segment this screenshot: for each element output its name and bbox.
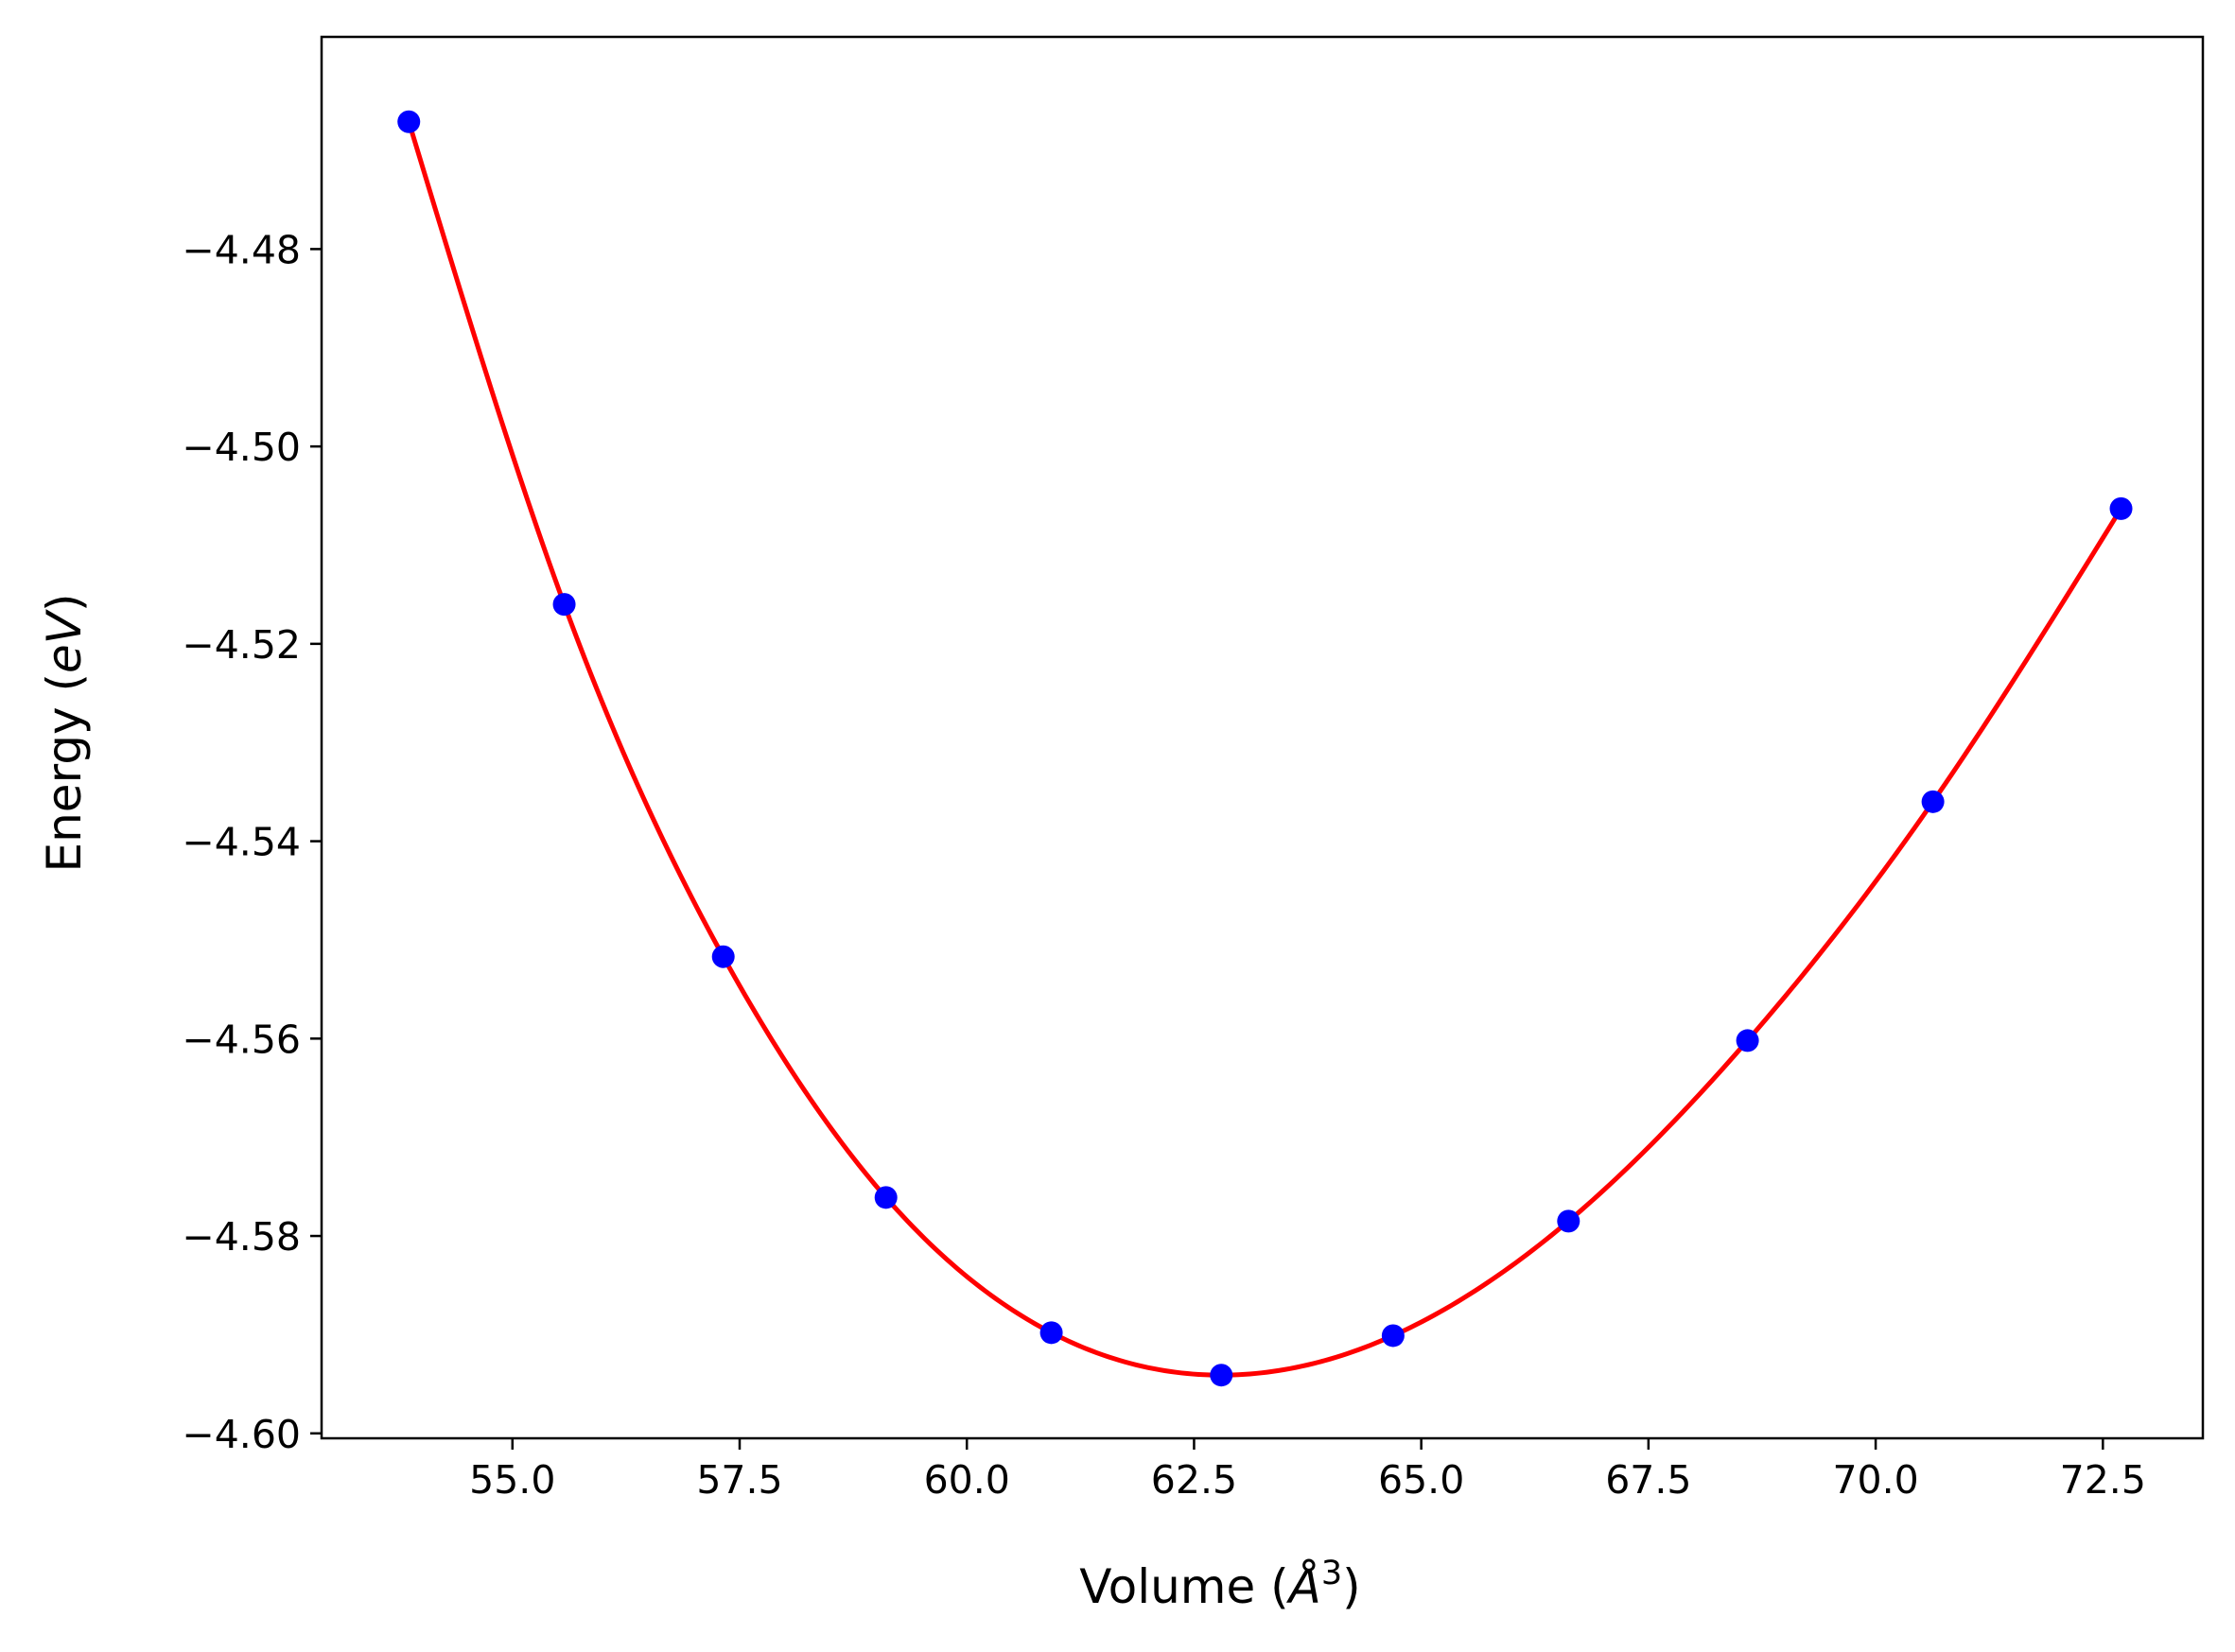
y-tick-label: −4.50: [182, 425, 301, 470]
y-tick-label: −4.56: [182, 1017, 301, 1062]
axes: 55.0 57.5 60.0 62.5 65.0 67.5 70.0 72.5 −4.48 −4.…: [182, 35, 2205, 1503]
y-axis-title: Energy (eV): [37, 594, 92, 873]
plot-frame: [320, 35, 2205, 1440]
x-tick-label: 60.0: [924, 1457, 1010, 1503]
y-tick-label: −4.48: [182, 227, 301, 272]
x-tick-label: 57.5: [696, 1457, 782, 1503]
plot-area: [397, 110, 2133, 1387]
y-tick-label: −4.58: [182, 1214, 301, 1260]
data-point: [397, 110, 421, 133]
x-tick-label: 65.0: [1378, 1457, 1464, 1503]
x-axis-title: Volume (Å3): [1079, 1555, 1360, 1614]
data-point: [552, 593, 576, 617]
y-tick-label: −4.60: [182, 1412, 301, 1457]
y-tick-label: −4.52: [182, 622, 301, 668]
y-tick-label: −4.54: [182, 820, 301, 865]
data-point: [1039, 1321, 1063, 1345]
x-tick-label: 62.5: [1151, 1457, 1237, 1503]
data-point: [1736, 1029, 1759, 1052]
data-point: [874, 1186, 898, 1209]
data-point: [711, 945, 735, 968]
x-tick-label: 55.0: [469, 1457, 555, 1503]
data-point: [1557, 1209, 1580, 1233]
x-tick-label: 70.0: [1832, 1457, 1918, 1503]
data-point: [1381, 1324, 1405, 1348]
data-point: [1210, 1364, 1233, 1387]
x-tick-label: 72.5: [2060, 1457, 2146, 1503]
data-point: [2109, 496, 2133, 520]
x-tick-label: 67.5: [1605, 1457, 1691, 1503]
data-point: [1921, 790, 1945, 813]
